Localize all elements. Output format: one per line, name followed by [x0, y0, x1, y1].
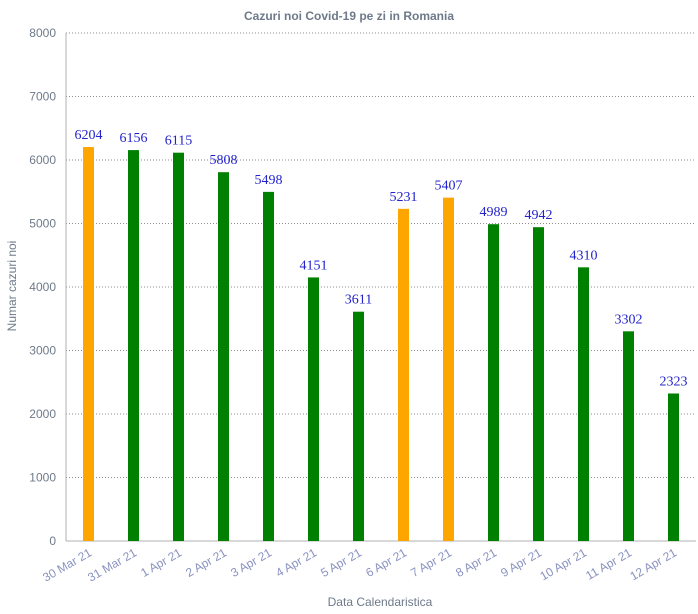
x-tick-label: 1 Apr 21 [138, 545, 184, 580]
y-tick-label: 8000 [29, 26, 56, 40]
x-tick-label: 31 Mar 21 [85, 545, 139, 584]
x-tick-label: 9 Apr 21 [498, 545, 544, 580]
y-tick-label: 1000 [29, 471, 56, 485]
y-tick-label: 3000 [29, 344, 56, 358]
bars [83, 147, 679, 542]
bar [128, 150, 139, 541]
y-axis-ticks: 0 1000 2000 3000 4000 5000 6000 7000 8000 [29, 26, 56, 548]
data-label: 6204 [75, 128, 103, 143]
y-axis-title: Numar cazuri noi [5, 241, 19, 332]
bar [83, 147, 94, 541]
y-tick-label: 2000 [29, 407, 56, 421]
data-label: 4942 [525, 208, 553, 223]
x-tick-label: 7 Apr 21 [408, 545, 454, 580]
x-axis-title: Data Calendaristica [328, 595, 433, 609]
x-tick-label: 8 Apr 21 [453, 545, 499, 580]
x-tick-label: 10 Apr 21 [538, 545, 590, 583]
data-label: 3302 [615, 312, 643, 327]
x-tick-label: 3 Apr 21 [228, 545, 274, 580]
bar [308, 277, 319, 541]
x-tick-label: 6 Apr 21 [363, 545, 409, 580]
bar [353, 311, 364, 541]
data-labels: 6204 6156 6115 5808 5498 4151 3611 5231 5407 4989… [75, 128, 688, 389]
bar [263, 191, 274, 541]
bar [578, 267, 589, 541]
data-label: 3611 [345, 293, 372, 308]
data-label: 5498 [255, 173, 283, 188]
bar [488, 224, 499, 542]
x-tick-label: 2 Apr 21 [183, 545, 229, 580]
y-tick-label: 5000 [29, 217, 56, 231]
bar [173, 152, 184, 541]
bar [533, 227, 544, 542]
data-label: 5407 [435, 179, 463, 194]
x-tick-label: 11 Apr 21 [583, 545, 634, 583]
bar [623, 331, 634, 541]
grid-layer [65, 32, 696, 542]
data-label: 5808 [210, 153, 238, 168]
bar [398, 208, 409, 542]
bar [218, 172, 229, 541]
data-label: 4989 [480, 205, 508, 220]
x-tick-label: 30 Mar 21 [40, 545, 94, 584]
x-tick-label: 4 Apr 21 [273, 545, 319, 580]
x-tick-label: 5 Apr 21 [318, 545, 364, 580]
data-label: 5231 [390, 190, 418, 205]
bar [668, 393, 679, 541]
bar [443, 197, 454, 541]
data-label: 2323 [660, 374, 688, 389]
data-label: 4151 [300, 258, 328, 273]
y-tick-label: 6000 [29, 153, 56, 167]
data-label: 6156 [120, 131, 148, 146]
x-tick-label: 12 Apr 21 [628, 545, 680, 583]
y-tick-label: 0 [49, 534, 56, 548]
data-label: 4310 [570, 248, 598, 263]
y-tick-label: 7000 [29, 90, 56, 104]
chart-title: Cazuri noi Covid-19 pe zi in Romania [244, 9, 454, 23]
data-label: 6115 [165, 134, 192, 149]
y-tick-label: 4000 [29, 280, 56, 294]
